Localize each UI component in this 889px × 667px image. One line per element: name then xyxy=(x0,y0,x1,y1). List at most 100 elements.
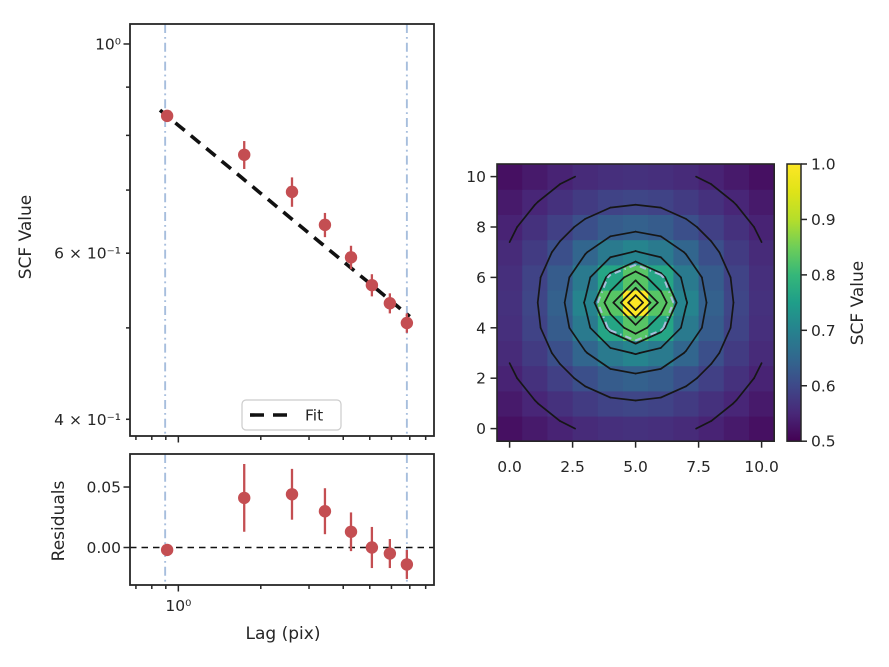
scf-contour xyxy=(551,240,561,254)
scf-contour xyxy=(634,301,652,319)
heatmap-ytick-label: 0 xyxy=(476,420,486,438)
heatmap-cell xyxy=(497,239,523,266)
heatmap-cell xyxy=(497,164,523,190)
resid-axes-frame xyxy=(129,453,435,586)
scf-contour xyxy=(634,396,662,402)
scf-contour xyxy=(603,301,612,315)
heatmap-ytick-label: 4 xyxy=(476,319,486,337)
heatmap-cell xyxy=(749,264,775,291)
heatmap-cell xyxy=(749,239,775,266)
heatmap-cell xyxy=(723,416,750,442)
scf-contour xyxy=(634,368,662,375)
heatmap-cell xyxy=(723,390,750,417)
fit-limit-contour xyxy=(596,302,609,329)
fit-limit-contour xyxy=(596,277,609,303)
spectrum-point xyxy=(383,297,397,310)
heatmap-cell xyxy=(623,214,649,241)
scf-contour xyxy=(701,276,708,304)
scf-contour xyxy=(659,352,685,370)
scf-contour xyxy=(603,290,612,304)
heatmap-cell xyxy=(723,340,750,367)
scf-contour xyxy=(634,301,644,311)
heatmap-cell xyxy=(497,340,523,367)
heatmap-cell xyxy=(497,416,523,442)
heatmap-cell xyxy=(597,164,624,190)
heatmap-cell xyxy=(673,189,700,215)
scf-contour xyxy=(584,305,592,329)
scf-contour xyxy=(659,326,682,349)
scf-contour xyxy=(664,276,678,304)
scf-contour xyxy=(735,204,755,228)
scf-contour xyxy=(685,218,698,228)
heatmap-cell xyxy=(749,340,775,367)
scf-contour xyxy=(696,226,713,243)
legend-box xyxy=(241,399,342,431)
scf-contour xyxy=(586,352,612,370)
heatmap-cell xyxy=(572,264,599,291)
scf-contour xyxy=(646,276,662,292)
heatmap-cell xyxy=(673,416,700,442)
scf-contour xyxy=(605,326,612,334)
scf-contour xyxy=(729,301,735,329)
fit-limit-contour xyxy=(635,329,662,342)
heatmap-cell xyxy=(673,340,700,367)
scf-contour xyxy=(537,402,561,422)
scf-contour xyxy=(735,377,755,402)
heatmap-cell xyxy=(497,365,523,392)
heatmap-cell xyxy=(673,239,700,266)
scf-contour xyxy=(589,326,612,349)
heatmap-cell xyxy=(698,189,725,215)
spectrum-point xyxy=(238,148,251,161)
heatmap-cell xyxy=(673,164,700,190)
scf-contour xyxy=(584,350,589,354)
heatmap-cell xyxy=(648,416,674,442)
heatmap-xtick-label: 7.5 xyxy=(686,458,711,476)
scf-contour xyxy=(659,301,668,315)
scf-contour xyxy=(612,279,637,304)
resid-point xyxy=(344,525,358,538)
heatmap-cell xyxy=(522,239,548,266)
heatmap-cell xyxy=(749,390,775,417)
scf-contour xyxy=(609,276,625,292)
heatmap-cell xyxy=(547,390,574,417)
scf-contour xyxy=(634,203,662,209)
scf-contour xyxy=(609,260,637,274)
fit-limit-contour xyxy=(660,327,665,332)
heatmap-cell xyxy=(623,365,649,392)
heatmap-cell xyxy=(497,315,523,341)
fit-limit-contour xyxy=(607,327,612,332)
scf-contour xyxy=(563,276,571,304)
scf-contour xyxy=(680,276,687,300)
colorbar-tick-label: 0.7 xyxy=(811,322,836,340)
heatmap-cell xyxy=(749,164,775,190)
colorbar-tick-label: 0.5 xyxy=(811,433,836,451)
heatmap-ytick-label: 2 xyxy=(476,370,486,388)
scf-contour xyxy=(537,183,561,203)
scf-contour xyxy=(573,218,587,228)
scf-contour xyxy=(659,272,667,279)
scf-contour xyxy=(536,301,542,329)
heatmap-cell xyxy=(723,264,750,291)
heatmap-cell xyxy=(572,239,599,266)
scf-contour xyxy=(710,240,721,254)
scf-contour xyxy=(701,301,708,329)
scf-contour xyxy=(605,272,612,279)
heatmap-cell xyxy=(522,365,548,392)
heatmap-xtick-label: 0.0 xyxy=(497,458,522,476)
heatmap-cell xyxy=(572,189,599,215)
scf-contour xyxy=(568,326,587,352)
resid-point xyxy=(238,491,251,505)
heatmap-cell xyxy=(723,189,750,215)
scf-contour xyxy=(634,279,659,304)
heatmap-cell xyxy=(547,416,574,442)
scf-contour xyxy=(539,326,553,354)
colorbar-label: SCF Value xyxy=(848,260,868,346)
fit-limit-contour xyxy=(662,302,675,329)
heatmap-cell xyxy=(698,164,725,190)
colorbar-gradient xyxy=(787,164,801,442)
scf-contour xyxy=(516,377,536,402)
scf-contour xyxy=(609,203,637,209)
heatmap-cell xyxy=(723,365,750,392)
heatmap-ytick-label: 8 xyxy=(476,219,486,237)
